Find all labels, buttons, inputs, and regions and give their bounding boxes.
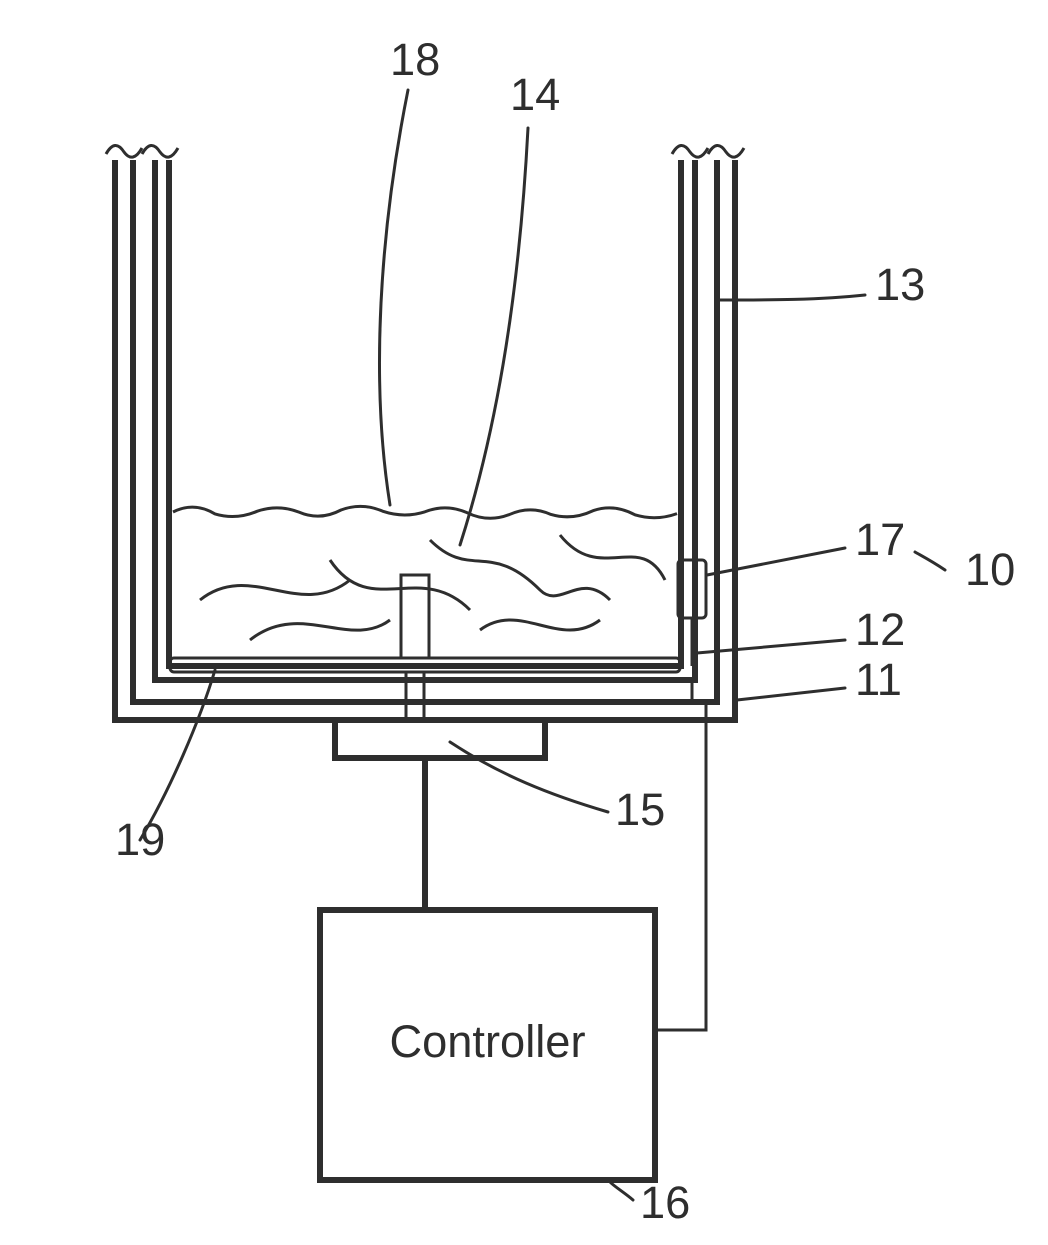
turbulence-line [480,620,600,630]
leader-13 [717,295,865,300]
leader-15 [450,742,608,812]
turbulence-line [200,580,350,600]
break-mark [708,145,744,157]
leader-10 [915,552,945,570]
callout-17: 17 [855,514,905,565]
motor-block [335,720,545,758]
leader-18 [380,90,408,505]
inner-vessel-inner-edge [169,160,681,666]
callout-16: 16 [640,1177,690,1228]
callout-14: 14 [510,69,560,120]
leader-17 [707,548,845,575]
break-mark [672,145,708,157]
turbulence-line [250,620,390,640]
leader-14 [460,128,528,545]
callout-18: 18 [390,34,440,85]
turbulence-line [560,535,665,580]
patent-figure: Controller 18 14 13 17 10 1211 15 19 16 [0,0,1048,1245]
callout-12: 12 [855,604,905,655]
leader-16 [610,1182,633,1200]
outer-vessel-outline [115,160,735,720]
callout-19: 19 [115,814,165,865]
break-mark [106,145,142,157]
liquid-surface [173,506,677,518]
inner-vessel-outline [155,160,695,680]
callout-10: 10 [965,544,1015,595]
callout-13: 13 [875,259,925,310]
callout-11: 11 [855,654,902,705]
controller-label: Controller [389,1016,585,1067]
outer-vessel-inner-edge [133,160,717,702]
break-mark [142,145,178,157]
leader-11 [737,688,845,700]
callout-15: 15 [615,784,665,835]
turbulence-line [430,540,610,600]
